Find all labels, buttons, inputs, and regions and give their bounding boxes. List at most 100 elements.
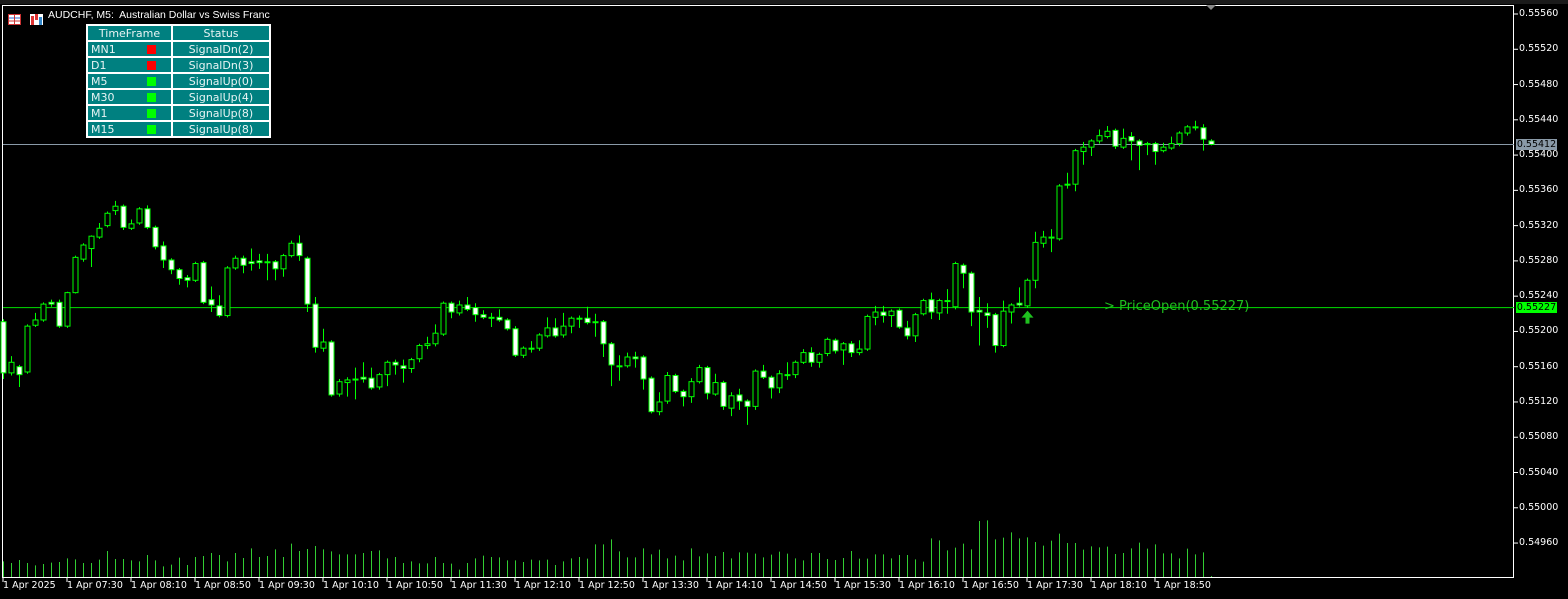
candle-bull [112, 205, 119, 212]
up-arrow-icon [1021, 310, 1034, 324]
candle-bear [512, 328, 519, 356]
candle-bear [736, 394, 743, 402]
candle-bull [1168, 143, 1175, 149]
candle-bear [552, 327, 559, 337]
status-label: SignalUp(0) [171, 72, 271, 90]
candle-bull [1104, 130, 1111, 138]
candle-bull [568, 317, 575, 327]
candle-bull [688, 381, 695, 398]
candle-bull [920, 300, 927, 315]
candle-bull [864, 315, 871, 350]
candle-bear [896, 309, 903, 328]
y-tick-label: 0.55240 [1519, 290, 1559, 302]
candle-bull [528, 347, 535, 350]
candle-bull [408, 359, 415, 369]
candle-bear [400, 365, 407, 369]
candle-bull [696, 367, 703, 383]
candle-bear [296, 242, 303, 257]
menu-icon[interactable] [8, 10, 21, 25]
y-tick-label: 0.55280 [1519, 254, 1559, 266]
candle-bear [928, 299, 935, 313]
chart-icon[interactable] [30, 10, 43, 25]
table-row: M30 SignalUp(4) [86, 88, 271, 106]
candle-bull [1184, 126, 1191, 134]
y-tick-label: 0.55040 [1519, 466, 1559, 478]
table-row: M5 SignalUp(0) [86, 72, 271, 90]
candle-bull [872, 311, 879, 318]
x-tick-label: 1 Apr 11:30 [451, 580, 507, 591]
y-tick-label: 0.55440 [1519, 113, 1559, 125]
candle-bear [720, 382, 727, 407]
candle-bull [288, 242, 295, 257]
signal-indicator [147, 109, 156, 118]
candle-bull [232, 257, 239, 269]
candle-bull [128, 223, 135, 229]
timeframe-label: M30 [91, 90, 115, 104]
candle-bull [424, 343, 431, 347]
candle-bull [1024, 279, 1031, 307]
x-tick-label: 1 Apr 12:50 [579, 580, 635, 591]
candle-bear [480, 314, 487, 318]
chart-title: AUDCHF, M5: Australian Dollar vs Swiss F… [48, 9, 270, 21]
candle-bear [360, 376, 367, 380]
candle-bull [456, 304, 463, 314]
signal-indicator [147, 125, 156, 134]
candle-bull [136, 208, 143, 224]
signal-indicator [147, 93, 156, 102]
candle-bear [1016, 302, 1023, 306]
candle-bear [472, 307, 479, 316]
status-label: SignalUp(4) [171, 88, 271, 106]
candle-bear [144, 208, 151, 228]
candle-bear [880, 311, 887, 317]
candle-bear [904, 327, 911, 337]
top-strip [0, 0, 1568, 4]
timeframe-label: D1 [91, 58, 107, 72]
x-tick-label: 1 Apr 18:50 [1155, 580, 1211, 591]
candle-bull [1008, 304, 1015, 313]
candle-bull [616, 365, 623, 368]
candle-bull [624, 356, 631, 367]
candle-bear [648, 377, 655, 413]
candle-bear [1128, 136, 1135, 142]
candle-bull [1064, 183, 1071, 186]
candle-bull [224, 267, 231, 317]
x-tick-label: 1 Apr 14:50 [771, 580, 827, 591]
candle-bear [608, 343, 615, 366]
candle-bear [832, 339, 839, 352]
timeframe-label: MN1 [91, 42, 116, 56]
candle-bear [960, 264, 967, 274]
candle-bear [368, 377, 375, 389]
candle-bear [992, 314, 999, 347]
candle-bull [784, 374, 791, 377]
candle-bear [56, 301, 63, 327]
table-row: D1 SignalDn(3) [86, 56, 271, 74]
x-tick-label: 1 Apr 16:10 [899, 580, 955, 591]
candle-bear [808, 352, 815, 363]
candle-bull [104, 212, 111, 227]
table-row: MN1 SignalDn(2) [86, 40, 271, 58]
candle-bull [752, 370, 759, 407]
candle-bull [1120, 137, 1127, 148]
candle-bear [168, 259, 175, 271]
candle-bull [96, 227, 103, 238]
candle-bear [976, 309, 983, 313]
candle-bull [656, 401, 663, 413]
candle-bull [912, 314, 919, 337]
price-open-annotation: > PriceOpen(0.55227) [1104, 299, 1250, 314]
candle-bull [1000, 310, 1007, 347]
signal-indicator [147, 45, 156, 54]
candle-bear [272, 261, 279, 270]
x-tick-label: 1 Apr 10:10 [323, 580, 379, 591]
candle-bear [672, 375, 679, 392]
candle-bull [8, 361, 15, 374]
x-tick-label: 1 Apr 08:10 [131, 580, 187, 591]
candle-bull [24, 325, 31, 373]
candle-bull [376, 374, 383, 388]
signal-indicator [147, 77, 156, 86]
candle-bull [944, 300, 951, 303]
candle-bull [72, 256, 79, 294]
candle-bear [304, 257, 311, 305]
candle-bear [200, 262, 207, 303]
candle-bull [560, 325, 567, 336]
